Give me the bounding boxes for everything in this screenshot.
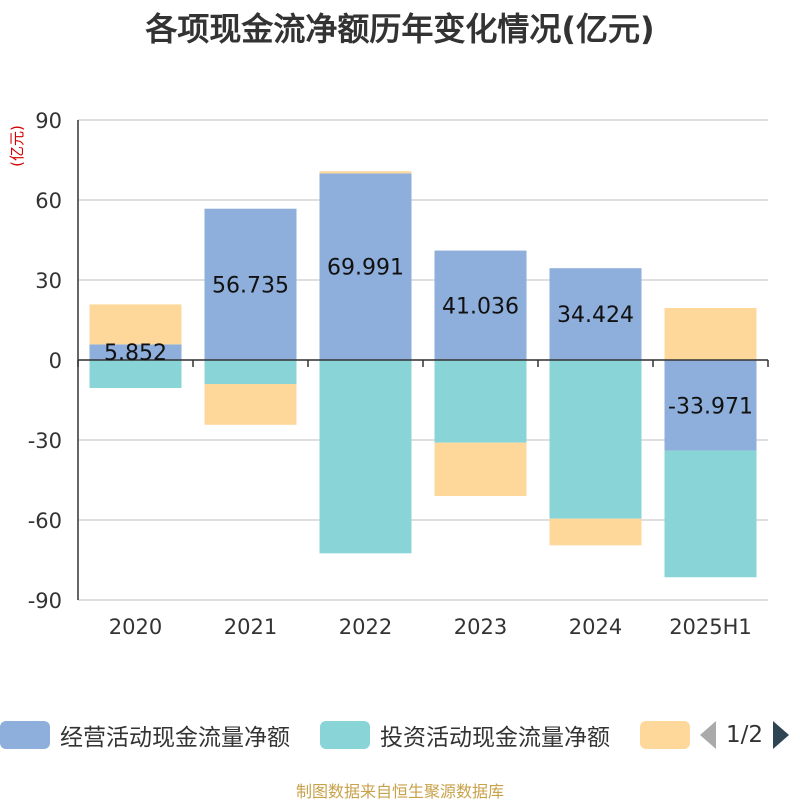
data-label: 34.424 — [557, 303, 634, 328]
bar-s0-2025H1 — [664, 360, 757, 451]
bar-s0-2023 — [434, 250, 527, 360]
y-tick-label: 60 — [35, 189, 62, 213]
legend-label-operating: 经营活动现金流量净额 — [60, 725, 290, 751]
legend-swatch-investing — [320, 721, 370, 749]
legend-pager: 1/2 — [700, 718, 790, 752]
bar-s2-2020 — [89, 304, 182, 345]
legend-item-financing[interactable] — [640, 718, 690, 752]
bar-s2-2021 — [204, 384, 297, 425]
bar-s1-2023 — [434, 360, 527, 443]
x-tick-label: 2021 — [224, 615, 277, 639]
bar-s0-2020 — [89, 344, 182, 360]
next-page-icon[interactable] — [773, 721, 790, 749]
legend-page-indicator: 1/2 — [726, 722, 764, 748]
bar-s1-2022 — [319, 360, 412, 554]
x-tick-label: 2020 — [109, 615, 162, 639]
legend-swatch-financing — [640, 721, 690, 749]
bar-s1-2024 — [549, 360, 642, 519]
data-label: 56.735 — [212, 273, 289, 298]
y-tick-label: -90 — [28, 589, 62, 613]
data-label: 69.991 — [327, 256, 404, 281]
data-label: 5.852 — [104, 341, 167, 366]
prev-page-icon[interactable] — [700, 721, 716, 749]
chart-plot: 90 60 30 0 -30 -60 -90 (亿元) 2020 2021 2022 2023 2024… — [8, 109, 769, 639]
data-label: -33.971 — [668, 394, 753, 419]
bar-s1-2020 — [89, 360, 182, 388]
x-tick-label: 2022 — [339, 615, 392, 639]
y-tick-label: 0 — [49, 349, 62, 373]
y-axis-label: (亿元) — [8, 125, 26, 167]
y-tick-label: 30 — [35, 269, 62, 293]
y-tick-label: -30 — [28, 429, 62, 453]
bar-s2-2023 — [434, 442, 527, 496]
bar-s2-2025H1 — [664, 308, 757, 360]
bar-s0-2024 — [549, 268, 642, 360]
chart-title: 各项现金流净额历年变化情况(亿元) — [145, 10, 655, 48]
legend-item-operating[interactable]: 经营活动现金流量净额 — [0, 718, 290, 752]
bar-s0-2022 — [319, 173, 412, 360]
bar-s0-2021 — [204, 208, 297, 360]
bar-s1-2025H1 — [664, 450, 757, 578]
legend-item-investing[interactable]: 投资活动现金流量净额 — [320, 718, 610, 752]
legend-swatch-operating — [0, 721, 50, 749]
x-tick-label: 2024 — [569, 615, 622, 639]
footer-source: 制图数据来自恒生聚源数据库 — [295, 782, 504, 801]
bar-s2-2024 — [549, 518, 642, 546]
x-tick-label: 2023 — [454, 615, 507, 639]
legend-label-investing: 投资活动现金流量净额 — [380, 725, 610, 751]
y-tick-label: -60 — [28, 509, 62, 533]
x-tick-label: 2025H1 — [669, 615, 752, 639]
bar-s1-2021 — [204, 360, 297, 384]
bar-s2-2022 — [319, 171, 412, 174]
data-label: 41.036 — [442, 294, 519, 319]
y-tick-label: 90 — [35, 109, 62, 133]
